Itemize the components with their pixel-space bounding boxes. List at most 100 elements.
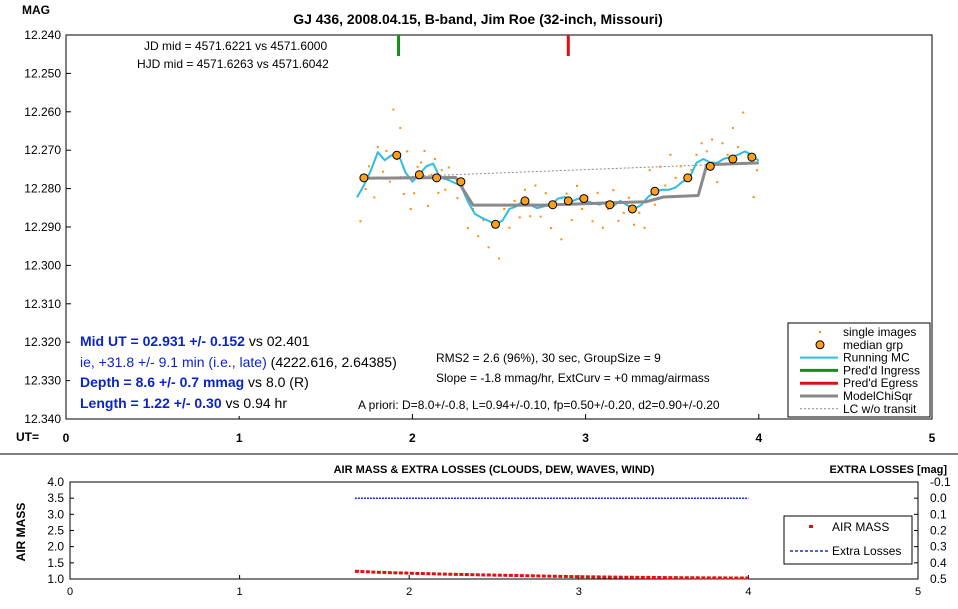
single-image-point [560, 238, 563, 241]
single-image-point [487, 246, 490, 249]
main-x-tick-label: 0 [63, 431, 70, 445]
extra-losses-y-tick-label: -0.1 [930, 475, 951, 489]
main-x-tick-label: 3 [582, 431, 589, 445]
single-image-point [601, 226, 604, 229]
single-image-point [752, 196, 755, 199]
mid-ut-value: Mid UT = 02.931 +/- 0.152 [80, 333, 245, 349]
median-grp-point [705, 161, 715, 171]
series-lc-wo-transit [363, 162, 759, 179]
main-x-tick-label: 4 [755, 431, 762, 445]
predicted-markers [397, 35, 570, 56]
depth-line: Depth = 8.6 +/- 0.7 mmag vs 8.0 (R) [80, 374, 309, 390]
ie-value: ie, +31.8 +/- 9.1 min (i.e., late) [80, 354, 267, 370]
extra-losses-y-tick-label: 0.4 [930, 556, 947, 570]
main-legend-label: ModelChiSqr [843, 389, 912, 403]
single-image-point [426, 204, 429, 207]
single-image-point [596, 191, 599, 194]
main-legend-label: Pred'd Ingress [843, 363, 920, 377]
main-y-tick-label: 12.300 [24, 258, 61, 272]
single-image-point [437, 191, 440, 194]
median-grp-point [520, 196, 530, 206]
extra-losses-axis-title: EXTRA LOSSES [mag] [829, 464, 947, 476]
airmass-legend-box [783, 515, 913, 565]
single-image-point [633, 223, 636, 226]
single-image-point [700, 142, 703, 145]
median-grp-point [650, 186, 660, 196]
single-image-point [359, 220, 362, 223]
main-ticks: 12.240 12.250 12.260 12.270 12.280 12.290 12.3… [24, 28, 935, 445]
single-image-point [726, 153, 729, 156]
airmass-x-tick-label: 1 [237, 586, 243, 598]
jd-mid-text: JD mid = 4571.6221 vs 4571.6000 [144, 39, 327, 53]
main-legend-label: Pred'd Egress [843, 376, 918, 390]
extra-losses-y-tick-label: 0.2 [930, 524, 947, 538]
main-x-tick-label: 1 [236, 431, 243, 445]
single-image-point [638, 211, 641, 214]
airmass-ticks: 1.0 1.5 2.0 2.5 3.0 3.5 4.0 -0.1 0.0 0.1 0.2 0.3 0.4… [47, 475, 951, 598]
stats-line-2: Slope = -1.8 mmag/hr, ExtCurv = +0 mmag/… [436, 371, 710, 385]
series-air-mass [354, 569, 749, 580]
single-image-point [456, 197, 459, 200]
airmass-y-tick-label: 3.0 [47, 507, 64, 521]
length-line: Length = 1.22 +/- 0.30 vs 0.94 hr [80, 395, 287, 411]
main-y-tick-label: 12.330 [24, 374, 61, 388]
main-legend-label: single images [843, 325, 916, 339]
hjd-mid-text: HJD mid = 4571.6263 vs 4571.6042 [137, 57, 329, 71]
depth-vs: vs 8.0 (R) [244, 374, 309, 390]
median-grp-point [579, 194, 589, 204]
single-image-point [523, 188, 526, 191]
length-value: Length = 1.22 +/- 0.30 [80, 395, 222, 411]
main-y-tick-label: 12.320 [24, 335, 61, 349]
single-image-point [664, 184, 667, 187]
mid-ut-vs: vs 02.401 [245, 333, 310, 349]
median-grp-point [563, 196, 573, 206]
lc-wo-transit-line [363, 162, 759, 179]
median-grp-point [414, 170, 424, 180]
single-image-point [513, 199, 516, 202]
airmass-x-tick-label: 4 [745, 586, 751, 598]
single-image-point [392, 108, 395, 111]
median-grp-point [683, 173, 693, 183]
extra-losses-y-tick-label: 0.5 [930, 572, 947, 586]
median-grp-point [747, 152, 757, 162]
airmass-y-tick-label: 4.0 [47, 475, 64, 489]
single-image-point [466, 227, 469, 230]
series-median-grp [359, 150, 757, 229]
main-y-tick-label: 12.340 [24, 412, 61, 426]
stats-line-1: RMS2 = 2.6 (96%), 30 sec, GroupSize = 9 [436, 351, 661, 365]
median-grp-point [728, 154, 738, 164]
single-image-point [581, 207, 584, 210]
airmass-x-tick-label: 2 [406, 586, 412, 598]
single-image-point [737, 146, 740, 149]
median-grp-point [627, 204, 637, 214]
single-image-point [416, 165, 419, 168]
airmass-y-label: AIR MASS [14, 503, 28, 562]
single-image-point [756, 169, 759, 172]
single-image-point [388, 180, 391, 183]
single-image-point [518, 216, 521, 219]
legend-swatch-median-grp [815, 340, 825, 350]
airmass-y-tick-label: 2.0 [47, 540, 64, 554]
airmass-title: AIR MASS & EXTRA LOSSES (CLOUDS, DEW, WA… [334, 464, 655, 476]
single-image-point [690, 169, 693, 172]
single-image-point [539, 215, 542, 218]
single-image-point [669, 153, 672, 156]
single-image-point [705, 150, 708, 153]
single-image-point [653, 203, 656, 206]
single-image-point [607, 207, 610, 210]
single-image-point [721, 142, 724, 145]
main-x-label: UT= [16, 430, 39, 444]
legend-swatch-single-images [819, 331, 821, 333]
airmass-chart: AIR MASS & EXTRA LOSSES (CLOUDS, DEW, WA… [14, 464, 951, 598]
airmass-y-tick-label: 1.5 [47, 556, 64, 570]
median-grp-point [456, 177, 466, 187]
airmass-legend-label: Extra Losses [832, 544, 901, 558]
single-image-point [617, 219, 620, 222]
single-image-point [423, 149, 426, 152]
single-image-point [376, 146, 379, 149]
median-grp-point [491, 219, 501, 229]
length-vs: vs 0.94 hr [222, 395, 288, 411]
main-x-tick-label: 2 [409, 431, 416, 445]
